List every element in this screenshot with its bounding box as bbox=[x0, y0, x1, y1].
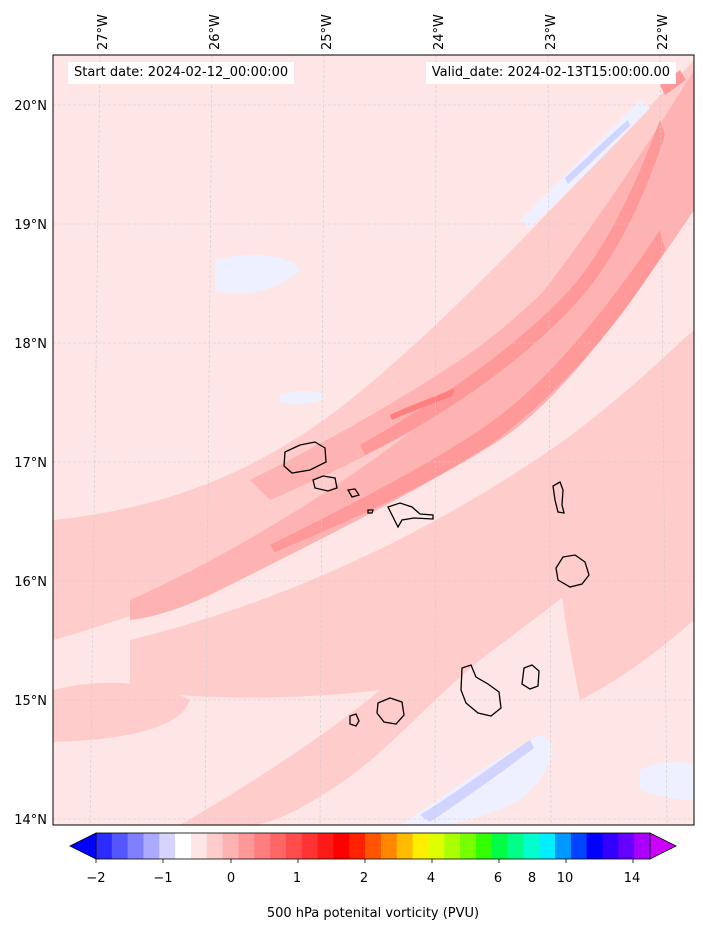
colorbar-cell bbox=[222, 833, 239, 859]
colorbar-cell bbox=[412, 833, 429, 859]
lon-label-27w: 27°W bbox=[96, 14, 111, 50]
colorbar-cell bbox=[190, 833, 208, 859]
lat-label-20n: 20°N bbox=[14, 99, 47, 114]
pv-filament-strong bbox=[390, 388, 455, 420]
colorbar-cell bbox=[143, 833, 160, 859]
colorbar-extend-min bbox=[69, 832, 97, 860]
island-maio bbox=[521, 664, 540, 690]
colorbar: −2 −1 0 1 2 4 6 8 10 14 bbox=[69, 832, 677, 886]
pv-negative-north-2 bbox=[565, 120, 630, 184]
pv-negative-west bbox=[215, 254, 300, 294]
lat-labels: 20°N 19°N 18°N 17°N 16°N 15°N 14°N bbox=[14, 99, 47, 828]
colorbar-cell bbox=[539, 833, 556, 859]
colorbar-cell bbox=[380, 833, 398, 859]
colorbar-cell bbox=[270, 833, 287, 859]
pv-negative-south-2 bbox=[420, 740, 534, 822]
pv-band-light-west bbox=[53, 682, 190, 742]
colorbar-cell bbox=[317, 833, 334, 859]
colorbar-cell bbox=[491, 833, 508, 859]
cbar-tick-8: 8 bbox=[528, 871, 536, 886]
pv-band-light-south bbox=[130, 330, 694, 825]
colorbar-cell bbox=[396, 833, 413, 859]
valid-date-label: Valid_date: 2024-02-13T15:00:00.00 bbox=[425, 62, 676, 84]
island-sal bbox=[552, 481, 565, 514]
colorbar-cell bbox=[570, 833, 588, 859]
lon-labels: 27°W 26°W 25°W 24°W 23°W 22°W bbox=[96, 14, 671, 50]
lat-label-14n: 14°N bbox=[14, 813, 47, 828]
colorbar-title: 500 hPa potenital vorticity (PVU) bbox=[266, 906, 480, 921]
gridlines bbox=[53, 55, 694, 825]
colorbar-cell bbox=[507, 833, 524, 859]
lat-label-16n: 16°N bbox=[14, 575, 47, 590]
cbar-tick-10: 10 bbox=[557, 871, 574, 886]
pv-negative-mid bbox=[280, 390, 325, 405]
cbar-tick-6: 6 bbox=[494, 871, 502, 886]
island-santo-antao bbox=[283, 441, 327, 474]
island-branco bbox=[367, 509, 374, 514]
colorbar-cells bbox=[96, 833, 651, 859]
island-brava bbox=[349, 713, 360, 727]
colorbar-frame bbox=[95, 832, 651, 860]
colorbar-extend-max bbox=[649, 832, 677, 860]
cbar-tick-2: 2 bbox=[360, 871, 368, 886]
cbar-tick-m2: −2 bbox=[86, 871, 105, 886]
cbar-tick-4: 4 bbox=[427, 871, 435, 886]
colorbar-cell bbox=[254, 833, 271, 859]
colorbar-cell bbox=[444, 833, 461, 859]
colorbar-cell bbox=[333, 833, 350, 859]
colorbar-cell bbox=[285, 833, 303, 859]
lat-label-18n: 18°N bbox=[14, 337, 47, 352]
cbar-tick-14: 14 bbox=[624, 871, 641, 886]
colorbar-cell bbox=[460, 833, 477, 859]
colorbar-cell bbox=[365, 833, 382, 859]
colorbar-cell bbox=[349, 833, 366, 859]
cbar-tick-1: 1 bbox=[293, 871, 301, 886]
colorbar-cell bbox=[175, 833, 192, 859]
colorbar-cell bbox=[475, 833, 493, 859]
colorbar-cell bbox=[428, 833, 445, 859]
map-frame bbox=[52, 54, 695, 826]
lat-label-19n: 19°N bbox=[14, 218, 47, 233]
colorbar-cell bbox=[523, 833, 540, 859]
lon-label-24w: 24°W bbox=[432, 14, 447, 50]
island-sao-nicolau bbox=[387, 502, 434, 529]
island-sao-vicente bbox=[312, 475, 338, 492]
colorbar-cell bbox=[555, 833, 572, 859]
island-santiago bbox=[460, 664, 502, 717]
colorbar-cell bbox=[238, 833, 255, 859]
colorbar-cell bbox=[586, 833, 603, 859]
island-boa-vista bbox=[555, 554, 590, 588]
colorbar-cell bbox=[301, 833, 318, 859]
pv-band-light-se bbox=[560, 450, 694, 700]
cbar-tick-0: 0 bbox=[227, 871, 235, 886]
lat-label-15n: 15°N bbox=[14, 694, 47, 709]
lat-label-17n: 17°N bbox=[14, 456, 47, 471]
island-santa-luzia bbox=[346, 488, 361, 498]
colorbar-cell bbox=[618, 833, 635, 859]
cbar-tick-m1: −1 bbox=[153, 871, 172, 886]
colorbar-cell bbox=[111, 833, 129, 859]
colorbar-cell bbox=[96, 833, 113, 859]
colorbar-cell bbox=[206, 833, 224, 859]
pv-negative-se bbox=[640, 761, 694, 800]
colorbar-cell bbox=[634, 833, 651, 859]
lon-label-22w: 22°W bbox=[656, 14, 671, 50]
pv-field bbox=[53, 55, 694, 825]
colorbar-ticks bbox=[95, 859, 634, 863]
lon-label-23w: 23°W bbox=[544, 14, 559, 50]
pv-band-mid-2 bbox=[250, 170, 660, 500]
coastlines bbox=[283, 441, 590, 727]
lon-label-26w: 26°W bbox=[208, 14, 223, 50]
island-fogo bbox=[376, 697, 405, 725]
colorbar-cell bbox=[602, 833, 619, 859]
pv-band-light bbox=[53, 60, 694, 640]
lon-label-25w: 25°W bbox=[320, 14, 335, 50]
colorbar-cell bbox=[159, 833, 176, 859]
start-date-label: Start date: 2024-02-12_00:00:00 bbox=[68, 62, 295, 84]
colorbar-cell bbox=[127, 833, 144, 859]
